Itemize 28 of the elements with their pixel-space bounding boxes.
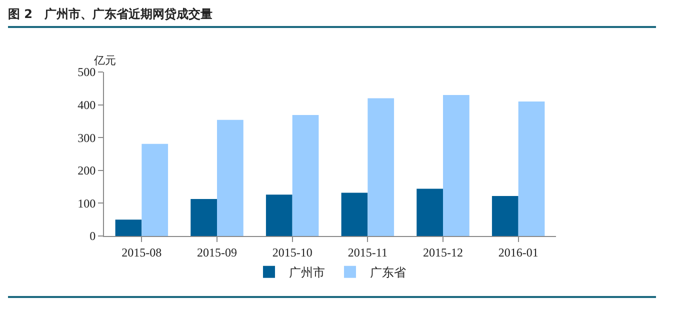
bar [266,194,292,236]
x-tick-label: 2015-12 [423,245,463,260]
bar [416,188,443,236]
bar [443,94,470,236]
x-tick-label: 2015-11 [348,245,388,260]
legend-label: 广州市 [289,266,325,280]
y-tick-label: 500 [78,65,96,80]
x-tick-label: 2015-08 [122,245,162,260]
chart-title: 图 2 广州市、广东省近期网贷成交量 [8,6,213,23]
bar [368,98,394,236]
x-tick-label: 2015-10 [272,245,312,260]
legend-label: 广东省 [370,266,406,280]
bar [292,114,319,236]
y-tick-label: 200 [78,164,96,178]
bar [142,144,168,236]
bar [115,220,142,236]
x-tick-label: 2015-09 [197,245,237,260]
y-axis-title: 亿元 [93,54,116,67]
y-tick-label: 100 [78,196,96,210]
bar [217,120,244,236]
bar [190,198,217,236]
y-tick-label: 300 [78,130,96,145]
y-tick-label: 400 [78,98,96,112]
bar [341,192,368,236]
x-tick-label: 2016-01 [498,245,538,260]
y-tick-label: 0 [90,229,96,244]
bar [492,196,518,236]
bar [518,102,545,236]
